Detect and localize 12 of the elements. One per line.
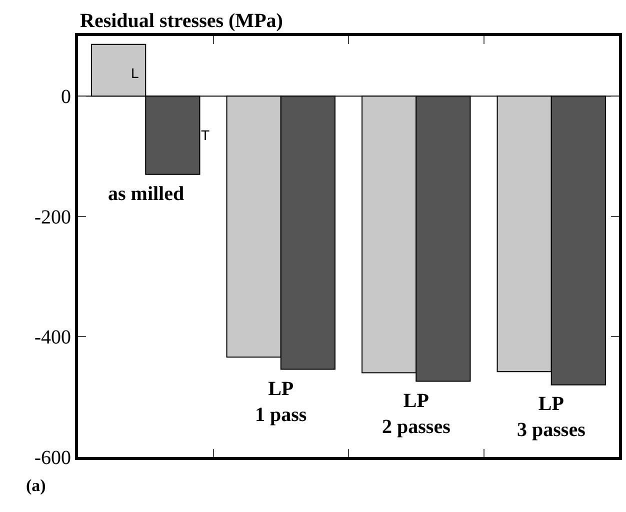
series-label: T bbox=[201, 127, 210, 143]
x-tick-label: LP 1 pass bbox=[255, 378, 307, 426]
x-tick-label: as milled bbox=[108, 183, 184, 205]
y-tick-label: 0 bbox=[61, 86, 71, 108]
x-tick-label: LP 3 passes bbox=[517, 393, 586, 441]
y-axis-title: Residual stresses (MPa) bbox=[80, 10, 283, 32]
y-tick-label: -200 bbox=[34, 206, 71, 228]
y-tick-label: -600 bbox=[34, 447, 71, 469]
series-label: L bbox=[131, 65, 139, 81]
y-tick-label: -400 bbox=[34, 326, 71, 349]
text: (a) bbox=[26, 476, 46, 495]
x-tick-label: LP 2 passes bbox=[382, 390, 451, 438]
